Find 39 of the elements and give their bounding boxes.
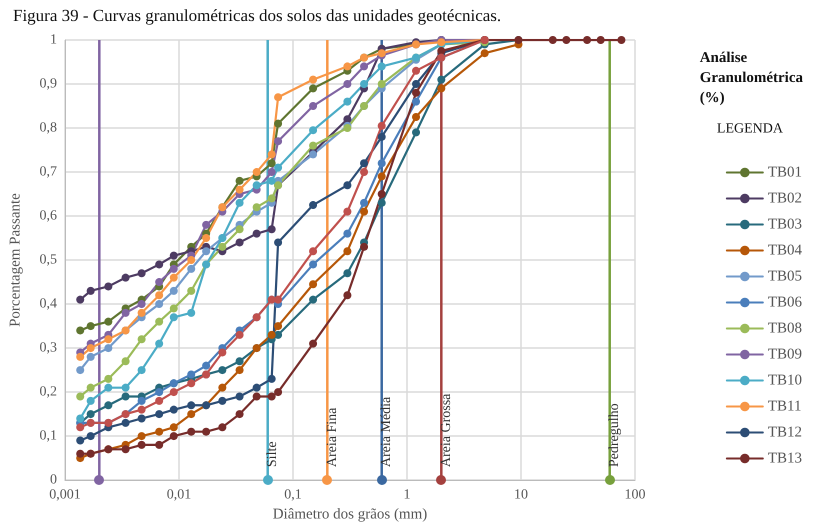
y-tick-label: 0,9 xyxy=(40,76,57,92)
x-tick-label: 0,001 xyxy=(49,488,81,503)
legend-label: TB01 xyxy=(768,164,802,180)
y-tick-label: 0 xyxy=(50,472,57,488)
legend-label: TB08 xyxy=(768,320,802,336)
legend-label: TB03 xyxy=(768,216,802,232)
x-tick-label: 100 xyxy=(624,488,646,503)
ref-line-label: Areia Média xyxy=(379,396,394,468)
x-tick-label: 0,1 xyxy=(284,488,302,503)
text: LEGENDA xyxy=(716,122,784,136)
legend-label: TB06 xyxy=(768,294,802,310)
x-tick-label: 10 xyxy=(514,488,528,503)
chart-title: Figura 39 - Curvas granulométricas dos solos das unidades geotécnicas. xyxy=(13,6,502,25)
y-tick-label: 0,2 xyxy=(40,384,57,400)
legend-label: TB02 xyxy=(768,190,802,206)
ref-line-label: Silte xyxy=(265,441,280,468)
y-tick-label: 1 xyxy=(50,32,57,48)
ref-line-label: Pedregulho xyxy=(607,403,622,468)
legend-label: TB11 xyxy=(768,398,802,414)
legend-title: Análise Granulométrica (%) xyxy=(700,50,804,106)
y-tick-label: 0,7 xyxy=(40,164,57,180)
y-tick-label: 0,1 xyxy=(40,428,57,444)
ref-line-label: Areia Fina xyxy=(324,406,340,468)
x-tick-label: 0,01 xyxy=(166,488,192,503)
ref-line-label: Areia Grossa xyxy=(438,392,454,468)
legend-label: TB12 xyxy=(768,424,802,440)
y-axis-title: Porcentagem Passante xyxy=(8,192,24,327)
y-tick-label: 0,3 xyxy=(40,340,57,356)
legend-label: TB10 xyxy=(768,372,802,388)
legend-label: TB04 xyxy=(768,242,802,258)
legend-label: TB13 xyxy=(768,450,802,466)
y-tick-label: 0,8 xyxy=(40,120,57,136)
legend-label: TB09 xyxy=(768,346,802,362)
y-tick-label: 0,4 xyxy=(40,296,57,312)
x-axis-title: Diâmetro dos grãos (mm) xyxy=(272,506,428,522)
legend-label: TB05 xyxy=(768,268,802,284)
x-tick-label: 1 xyxy=(404,488,410,503)
y-tick-label: 0,6 xyxy=(40,208,57,224)
y-tick-label: 0,5 xyxy=(40,252,57,268)
